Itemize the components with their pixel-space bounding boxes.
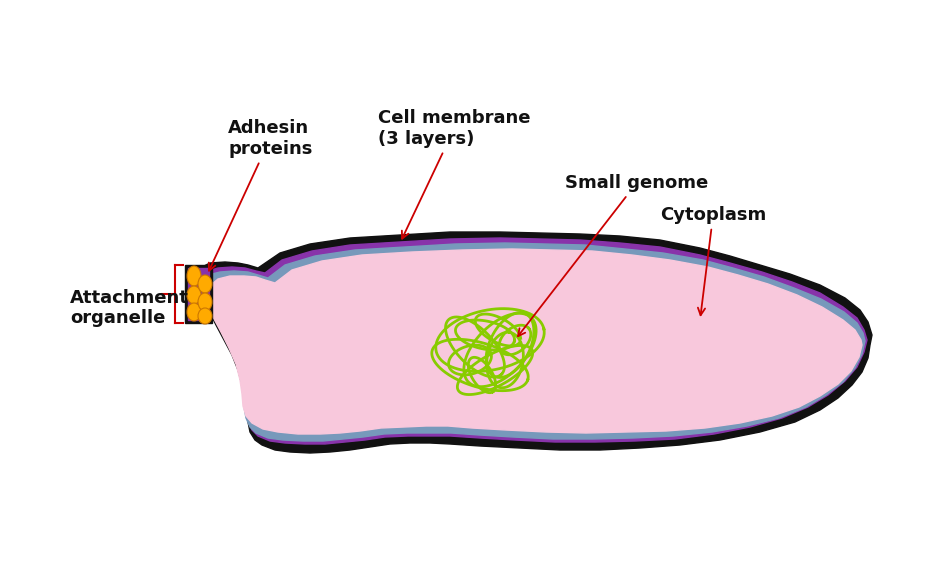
Ellipse shape [198,308,211,324]
Polygon shape [185,265,211,323]
Text: Small genome: Small genome [517,174,707,336]
Polygon shape [194,243,864,441]
Ellipse shape [198,293,211,311]
Text: Cell membrane
(3 layers): Cell membrane (3 layers) [378,109,530,239]
Polygon shape [192,238,866,444]
Ellipse shape [187,286,201,304]
Text: Attachment
organelle: Attachment organelle [70,288,189,327]
Polygon shape [188,268,209,320]
Ellipse shape [187,266,201,286]
Polygon shape [192,232,871,453]
Text: Adhesin
proteins: Adhesin proteins [209,119,312,271]
Ellipse shape [198,275,211,293]
Text: Cytoplasm: Cytoplasm [659,206,766,315]
Polygon shape [205,249,861,434]
Ellipse shape [187,303,201,321]
